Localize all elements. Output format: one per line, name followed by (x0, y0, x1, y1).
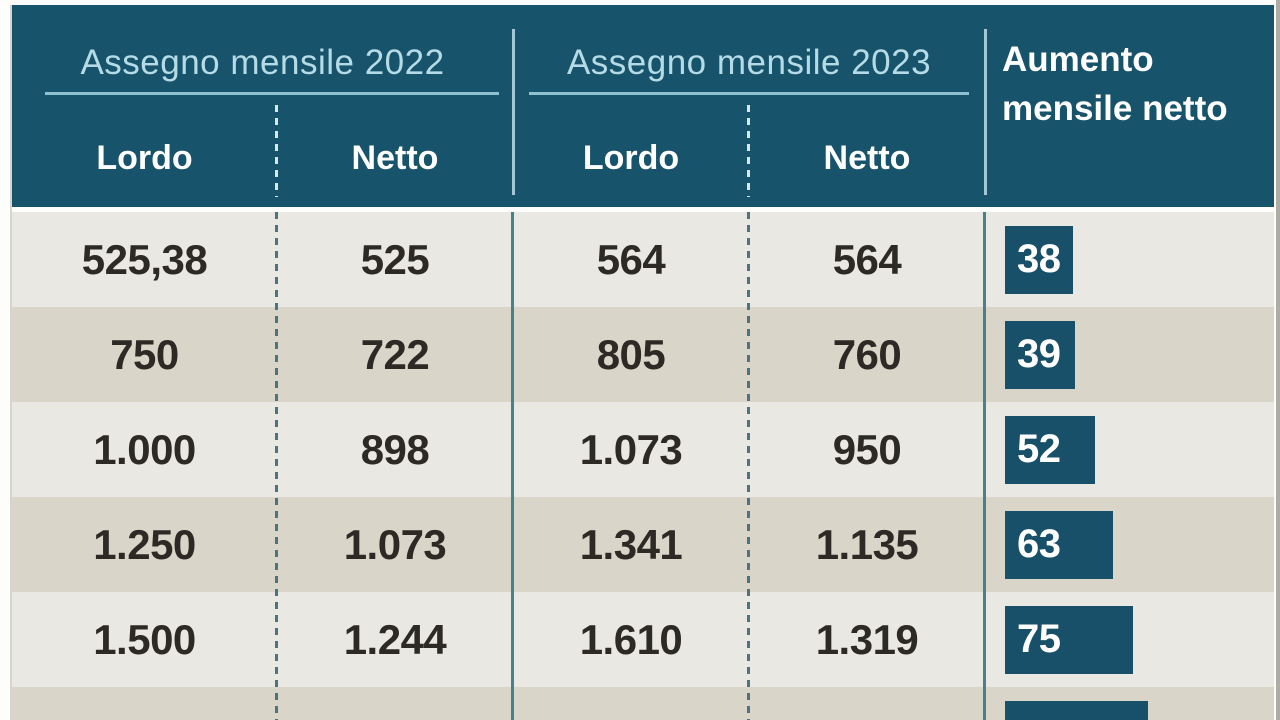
table-row: 750 722 805 760 39 (12, 307, 1274, 402)
table-header: Assegno mensile 2022 Assegno mensile 202… (12, 5, 1274, 207)
cell-lordo-2022: 1.500 (93, 615, 196, 663)
increase-bar (1005, 700, 1148, 720)
table-row: 525,38 525 564 564 38 (12, 212, 1274, 307)
group-title-2022: Assegno mensile 2022 (80, 43, 445, 82)
cell-netto-2022: 525 (360, 235, 430, 283)
table-panel: Assegno mensile 2022 Assegno mensile 202… (10, 5, 1274, 720)
group-underline-2022 (45, 92, 499, 95)
increase-bar: 63 (1005, 510, 1113, 579)
cell-netto-2022: 1.073 (343, 520, 447, 568)
group-title-2023: Assegno mensile 2023 (566, 43, 932, 82)
cell-netto-2022: 722 (360, 330, 430, 378)
increase-bar: 39 (1005, 320, 1075, 389)
increase-bar: 52 (1005, 415, 1095, 484)
cell-lordo-2023: 564 (596, 235, 666, 283)
cell-netto-2023: 1.135 (815, 520, 919, 568)
group-underline-2023 (529, 92, 969, 95)
cell-netto-2023: 760 (832, 330, 902, 378)
cell-lordo-2023: 805 (596, 330, 666, 378)
cell-netto-2023 (749, 687, 985, 720)
cell-lordo-2023 (513, 687, 749, 720)
cell-lordo-2022 (12, 687, 277, 720)
cell-lordo-2023: 1.341 (579, 520, 683, 568)
column-header-netto-2023: Netto (823, 139, 911, 177)
cell-netto-2022: 898 (360, 425, 430, 473)
column-header-lordo-2023: Lordo (582, 139, 680, 177)
cell-lordo-2022: 1.000 (93, 425, 196, 473)
cell-netto-2023: 564 (832, 235, 902, 283)
body-dashed-divider (747, 212, 750, 720)
header-dashed-divider (275, 105, 278, 197)
cell-netto-2022: 1.244 (343, 615, 447, 663)
cell-lordo-2023: 1.610 (579, 615, 683, 663)
cell-lordo-2023: 1.073 (579, 425, 683, 473)
cell-aumento: 38 (985, 212, 1274, 307)
table-body: 525,38 525 564 564 38 750 722 805 760 39… (12, 212, 1274, 720)
header-group-divider (984, 29, 987, 195)
table-row: 1.250 1.073 1.341 1.135 63 (12, 497, 1274, 592)
cell-aumento: 63 (985, 497, 1274, 592)
cell-netto-2022 (277, 687, 513, 720)
table-row-partial (12, 687, 1274, 720)
cell-netto-2023: 950 (832, 425, 902, 473)
column-header-lordo-2022: Lordo (96, 139, 193, 177)
table-row: 1.000 898 1.073 950 52 (12, 402, 1274, 497)
cell-netto-2023: 1.319 (815, 615, 919, 663)
header-dashed-divider (747, 105, 750, 197)
body-group-divider (983, 212, 986, 720)
cell-lordo-2022: 1.250 (93, 520, 196, 568)
cell-aumento: 52 (985, 402, 1274, 497)
cell-lordo-2022: 525,38 (81, 235, 208, 283)
body-group-divider (511, 212, 514, 720)
cell-aumento: 75 (985, 592, 1274, 687)
column-header-increase: Aumento mensile netto (1002, 40, 1228, 128)
cell-lordo-2022: 750 (110, 330, 179, 378)
body-dashed-divider (275, 212, 278, 720)
increase-bar: 75 (1005, 605, 1133, 674)
column-header-netto-2022: Netto (351, 139, 439, 177)
cell-aumento (985, 687, 1274, 720)
increase-bar: 38 (1005, 225, 1073, 294)
table-row: 1.500 1.244 1.610 1.319 75 (12, 592, 1274, 687)
right-edge-line (1276, 0, 1280, 720)
cell-aumento: 39 (985, 307, 1274, 402)
header-group-divider (512, 29, 515, 195)
